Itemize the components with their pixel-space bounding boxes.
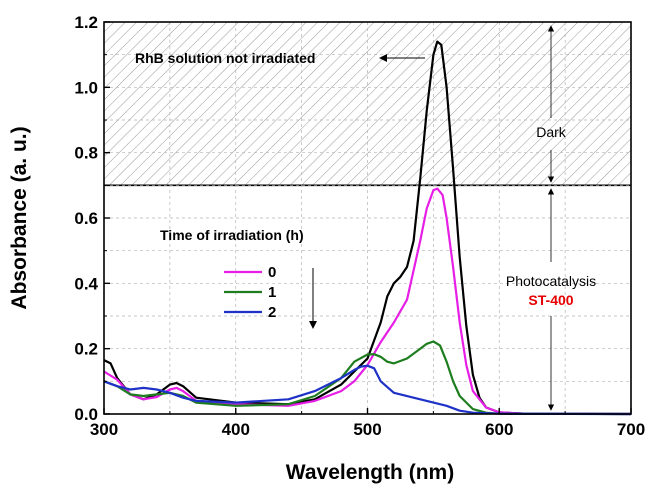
x-tick-label: 300 (90, 420, 118, 439)
catalyst-label: ST-400 (528, 292, 573, 308)
legend-label: 2 (268, 304, 276, 321)
y-tick-label: 1.2 (74, 13, 98, 32)
series-group (103, 40, 632, 416)
legend: 0 1 2 (224, 264, 276, 321)
y-tick-label: 0.0 (74, 405, 98, 424)
y-tick-label: 0.4 (74, 274, 98, 293)
x-tick-label: 500 (353, 420, 381, 439)
x-tick-label: 600 (485, 420, 513, 439)
grid (104, 22, 631, 414)
not-irradiated-label: RhB solution not irradiated (135, 50, 315, 66)
x-tick-label: 700 (617, 420, 645, 439)
y-tick-label: 0.2 (74, 340, 98, 359)
dark-region (104, 22, 631, 186)
series-line-not-irradiated (103, 40, 632, 416)
y-tick-label: 0.6 (74, 209, 98, 228)
y-tick-label: 1.0 (74, 78, 98, 97)
y-axis-title: Absorbance (a. u.) (8, 126, 31, 309)
legend-label: 1 (268, 284, 276, 301)
photocatalysis-label: Photocatalysis (506, 273, 596, 289)
series-line-2h (103, 364, 632, 416)
dark-label: Dark (536, 124, 567, 140)
x-axis-title: Wavelength (nm) (286, 461, 454, 484)
y-tick-label: 0.8 (74, 144, 98, 163)
legend-label: 0 (268, 264, 276, 281)
series-line-0h (103, 187, 632, 416)
x-tick-label: 400 (222, 420, 250, 439)
legend-title: Time of irradiation (h) (160, 227, 304, 243)
ticks: 300 400 500 600 700 0.0 0.2 0.4 0.6 0.8 1.0 1.2 (74, 13, 645, 439)
